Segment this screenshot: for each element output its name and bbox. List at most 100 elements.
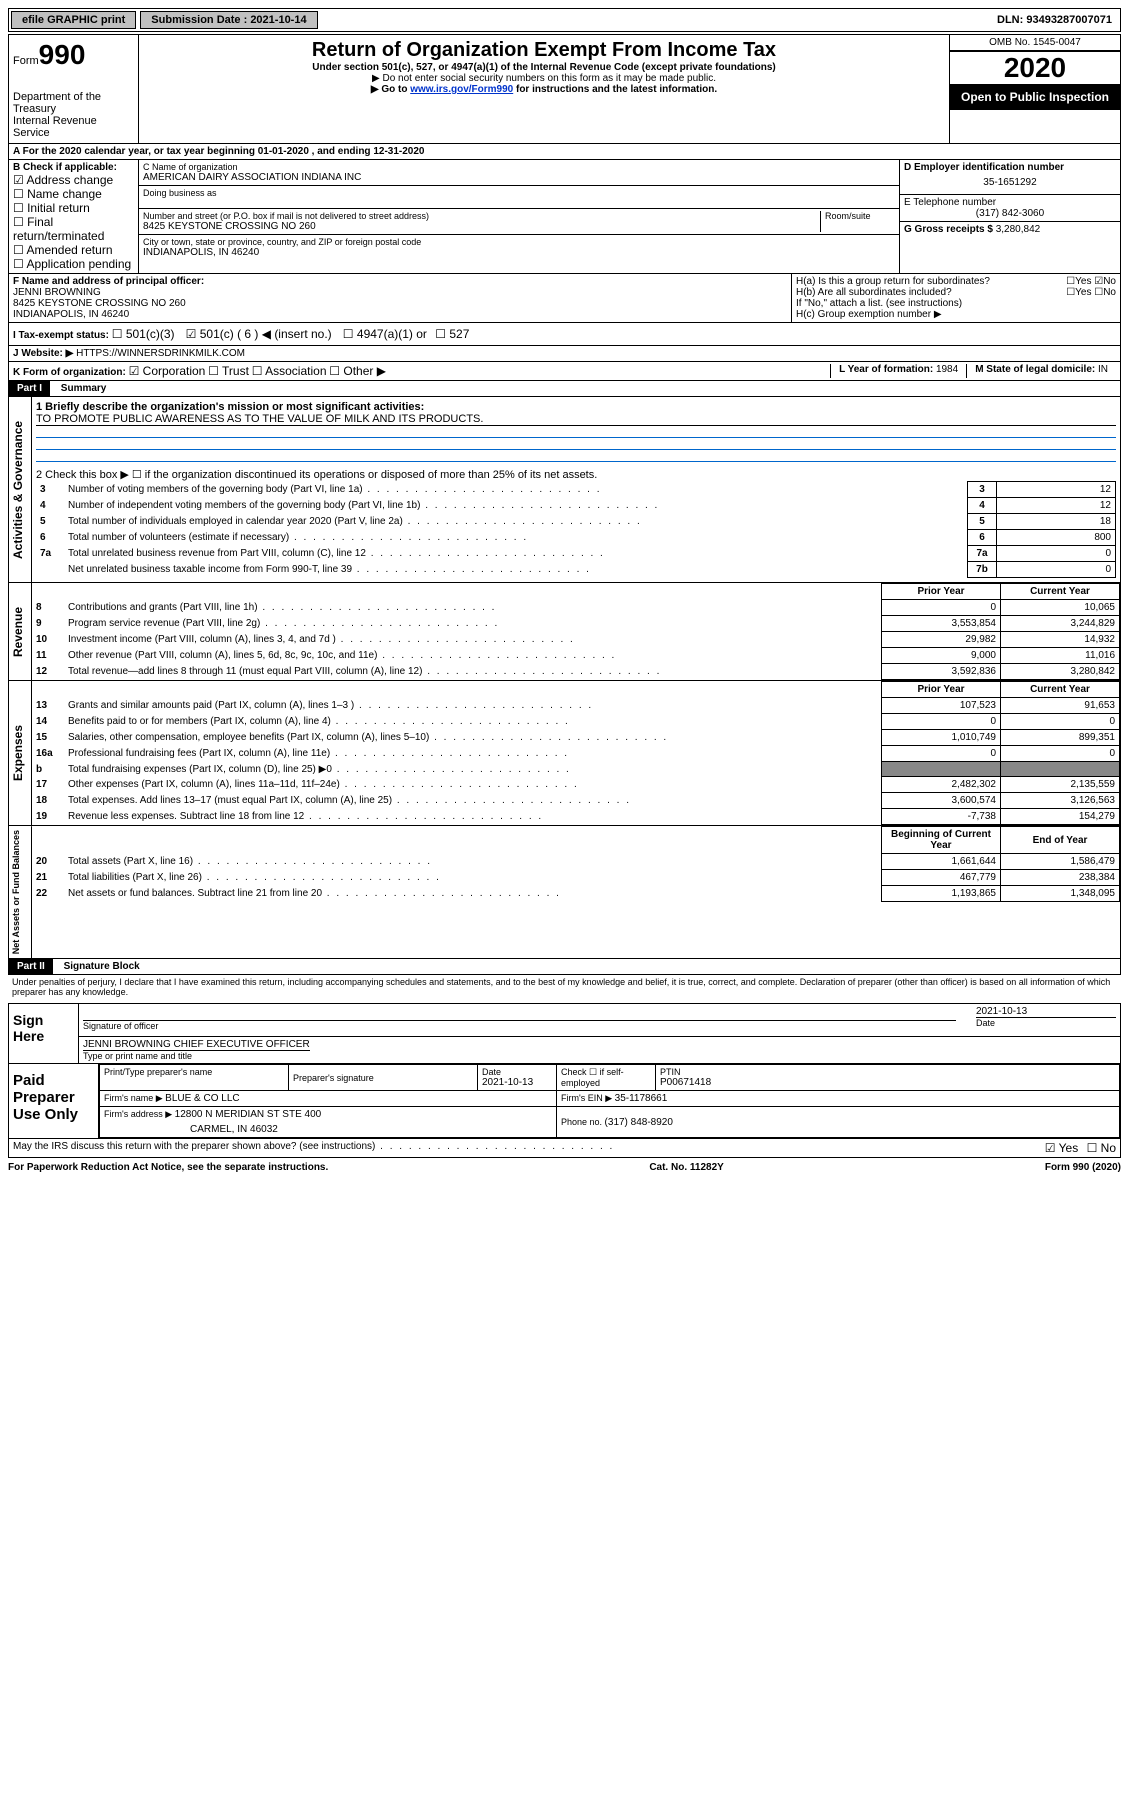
check-name-change[interactable]: Name change bbox=[13, 187, 134, 201]
sig-officer-label: Signature of officer bbox=[83, 1020, 956, 1031]
preparer-label: Paid Preparer Use Only bbox=[9, 1064, 99, 1138]
sig-name: JENNI BROWNING CHIEF EXECUTIVE OFFICER bbox=[83, 1039, 310, 1051]
addr-label: Firm's address ▶ bbox=[104, 1109, 175, 1119]
net-table: Beginning of Current YearEnd of Year20 T… bbox=[32, 826, 1120, 902]
i-row: I Tax-exempt status: 501(c)(3) 501(c) ( … bbox=[8, 323, 1121, 346]
gross-receipts: 3,280,842 bbox=[996, 224, 1041, 235]
g-label: G Gross receipts $ bbox=[904, 224, 996, 235]
f-label: F Name and address of principal officer: bbox=[13, 276, 787, 287]
check-4947[interactable]: 4947(a)(1) or bbox=[343, 327, 427, 341]
sig-date-label: Date bbox=[976, 1017, 1116, 1028]
c-room-label: Room/suite bbox=[825, 211, 895, 221]
discuss-no[interactable]: No bbox=[1087, 1141, 1116, 1155]
table-row: 10 Investment income (Part VIII, column … bbox=[32, 632, 1120, 648]
hc-label: H(c) Group exemption number ▶ bbox=[796, 309, 1116, 320]
ha-row: H(a) Is this a group return for subordin… bbox=[796, 276, 1116, 287]
table-row: 22 Net assets or fund balances. Subtract… bbox=[32, 886, 1120, 902]
check-trust[interactable]: Trust bbox=[208, 364, 249, 378]
table-row: 8 Contributions and grants (Part VIII, l… bbox=[32, 600, 1120, 616]
part1-header: Part I bbox=[9, 381, 50, 396]
year-cell: OMB No. 1545-0047 2020 Open to Public In… bbox=[950, 35, 1120, 143]
state-domicile: IN bbox=[1098, 364, 1108, 375]
check-amended[interactable]: Amended return bbox=[13, 243, 134, 257]
c-city-label: City or town, state or province, country… bbox=[143, 237, 895, 247]
discuss-yes[interactable]: Yes bbox=[1045, 1141, 1078, 1155]
q1-value: TO PROMOTE PUBLIC AWARENESS AS TO THE VA… bbox=[36, 413, 1116, 426]
note-goto-post: for instructions and the latest informat… bbox=[513, 84, 717, 95]
e-label: E Telephone number bbox=[904, 197, 1116, 208]
org-street: 8425 KEYSTONE CROSSING NO 260 bbox=[143, 221, 820, 232]
i-label: I Tax-exempt status: bbox=[13, 330, 109, 341]
part2-title: Signature Block bbox=[64, 961, 140, 972]
check-assoc[interactable]: Association bbox=[252, 364, 327, 378]
sign-block: Sign Here Signature of officer 2021-10-1… bbox=[8, 1003, 1121, 1064]
table-row: b Total fundraising expenses (Part IX, c… bbox=[32, 762, 1120, 777]
submission-date-button[interactable]: Submission Date : 2021-10-14 bbox=[140, 11, 317, 29]
phone-label: Phone no. bbox=[561, 1117, 605, 1127]
check-527[interactable]: 527 bbox=[435, 327, 469, 341]
d-label: D Employer identification number bbox=[904, 162, 1116, 173]
dln-label: DLN: 93493287007071 bbox=[997, 14, 1118, 26]
form-title: Return of Organization Exempt From Incom… bbox=[143, 39, 945, 62]
form-label: Form bbox=[13, 55, 39, 67]
firm-ein: 35-1178661 bbox=[615, 1093, 668, 1104]
officer-street: 8425 KEYSTONE CROSSING NO 260 bbox=[13, 298, 787, 309]
gov-table: 3 Number of voting members of the govern… bbox=[36, 481, 1116, 578]
b-label: B Check if applicable: bbox=[13, 162, 134, 173]
tax-year: 2020 bbox=[950, 51, 1120, 84]
firm-addr1: 12800 N MERIDIAN ST STE 400 bbox=[175, 1109, 322, 1120]
firm-label: Firm's name ▶ bbox=[104, 1093, 165, 1103]
irs-link[interactable]: www.irs.gov/Form990 bbox=[410, 84, 513, 95]
check-address-change[interactable]: Address change bbox=[13, 173, 134, 187]
fh-row: F Name and address of principal officer:… bbox=[8, 274, 1121, 323]
table-row: 20 Total assets (Part X, line 16) 1,661,… bbox=[32, 854, 1120, 870]
col-deg: D Employer identification number 35-1651… bbox=[900, 160, 1120, 273]
table-row: 17 Other expenses (Part IX, column (A), … bbox=[32, 777, 1120, 793]
blank-line bbox=[36, 451, 1116, 462]
q2-label: 2 Check this box ▶ ☐ if the organization… bbox=[36, 468, 1116, 481]
prep-h4: Check ☐ if self-employed bbox=[561, 1067, 651, 1088]
col-c: C Name of organization AMERICAN DAIRY AS… bbox=[139, 160, 900, 273]
table-row: 11 Other revenue (Part VIII, column (A),… bbox=[32, 648, 1120, 664]
part2-header-row: Part II Signature Block bbox=[8, 959, 1121, 975]
check-501c3[interactable]: 501(c)(3) bbox=[112, 327, 175, 341]
hb-label: H(b) Are all subordinates included? bbox=[796, 287, 952, 298]
footer-left: For Paperwork Reduction Act Notice, see … bbox=[8, 1162, 328, 1173]
check-other[interactable]: Other ▶ bbox=[329, 364, 386, 378]
page-footer: For Paperwork Reduction Act Notice, see … bbox=[8, 1162, 1121, 1173]
sign-label: Sign Here bbox=[9, 1004, 79, 1063]
officer-name: JENNI BROWNING bbox=[13, 287, 787, 298]
table-row: 16a Professional fundraising fees (Part … bbox=[32, 746, 1120, 762]
form-header: Form990 Department of the Treasury Inter… bbox=[8, 34, 1121, 144]
rev-table: Prior YearCurrent Year8 Contributions an… bbox=[32, 583, 1120, 680]
klm-row: K Form of organization: Corporation Trus… bbox=[8, 362, 1121, 381]
gov-section: Activities & Governance 1 Briefly descri… bbox=[8, 397, 1121, 583]
org-city: INDIANAPOLIS, IN 46240 bbox=[143, 247, 895, 258]
phone: (317) 842-3060 bbox=[904, 208, 1116, 219]
check-501c[interactable]: 501(c) ( 6 ) ◀ (insert no.) bbox=[186, 327, 332, 341]
footer-right: Form 990 (2020) bbox=[1045, 1162, 1121, 1173]
ein: 35-1651292 bbox=[904, 173, 1116, 192]
q1-label: 1 Briefly describe the organization's mi… bbox=[36, 401, 1116, 413]
table-row: 18 Total expenses. Add lines 13–17 (must… bbox=[32, 793, 1120, 809]
check-initial-return[interactable]: Initial return bbox=[13, 201, 134, 215]
prep-ptin: P00671418 bbox=[660, 1077, 1115, 1088]
officer-city: INDIANAPOLIS, IN 46240 bbox=[13, 309, 787, 320]
check-app-pending[interactable]: Application pending bbox=[13, 257, 134, 271]
table-row: 9 Program service revenue (Part VIII, li… bbox=[32, 616, 1120, 632]
table-header-row: Beginning of Current YearEnd of Year bbox=[32, 827, 1120, 854]
exp-table: Prior YearCurrent Year13 Grants and simi… bbox=[32, 681, 1120, 825]
sig-name-label: Type or print name and title bbox=[83, 1051, 310, 1061]
efile-print-button[interactable]: efile GRAPHIC print bbox=[11, 11, 136, 29]
prep-h1: Print/Type preparer's name bbox=[104, 1067, 284, 1077]
table-row: 12 Total revenue—add lines 8 through 11 … bbox=[32, 664, 1120, 680]
prep-date: 2021-10-13 bbox=[482, 1077, 552, 1088]
discuss-label: May the IRS discuss this return with the… bbox=[13, 1141, 614, 1155]
c-street-label: Number and street (or P.O. box if mail i… bbox=[143, 211, 820, 221]
check-final-return[interactable]: Final return/terminated bbox=[13, 215, 134, 243]
prep-h3: Date bbox=[482, 1067, 552, 1077]
c-name-label: C Name of organization bbox=[143, 162, 895, 172]
firm-addr2: CARMEL, IN 46032 bbox=[100, 1122, 557, 1138]
check-corp[interactable]: Corporation bbox=[129, 364, 206, 378]
title-cell: Return of Organization Exempt From Incom… bbox=[139, 35, 950, 143]
